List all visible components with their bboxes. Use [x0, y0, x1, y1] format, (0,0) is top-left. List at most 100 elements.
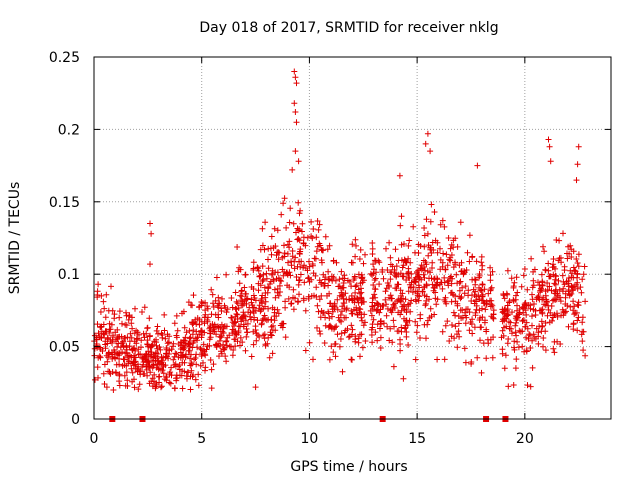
data-point	[443, 251, 450, 258]
data-point	[252, 384, 259, 391]
data-point	[522, 323, 529, 330]
data-point	[198, 318, 205, 325]
data-point	[99, 348, 106, 354]
data-point	[370, 316, 377, 323]
data-point	[508, 275, 515, 282]
data-point	[300, 240, 307, 246]
data-point	[265, 245, 272, 252]
data-point	[421, 232, 428, 239]
data-point	[362, 338, 369, 344]
data-point	[548, 287, 555, 294]
data-point	[322, 233, 329, 240]
data-point	[213, 274, 220, 281]
data-point	[411, 278, 418, 285]
data-point	[510, 283, 517, 290]
data-point	[348, 331, 355, 338]
data-point	[415, 297, 422, 304]
data-point	[187, 386, 194, 393]
data-point	[569, 270, 575, 277]
data-point	[483, 328, 490, 335]
data-point	[183, 351, 189, 358]
data-point	[206, 325, 213, 332]
data-point	[529, 322, 535, 329]
data-point	[371, 291, 378, 298]
data-point	[431, 276, 437, 283]
data-point	[240, 312, 247, 319]
data-point	[135, 386, 142, 393]
data-point	[550, 256, 557, 262]
data-point	[139, 309, 145, 315]
data-point	[574, 270, 581, 277]
data-point	[329, 306, 336, 313]
data-point	[505, 336, 512, 342]
data-point	[182, 334, 189, 341]
data-point	[384, 323, 391, 330]
data-point	[302, 347, 309, 354]
data-point	[313, 284, 320, 291]
data-point	[233, 298, 240, 305]
data-point	[286, 238, 293, 245]
data-point	[552, 276, 559, 283]
data-point	[202, 367, 208, 374]
data-point	[561, 309, 568, 316]
data-point	[285, 259, 291, 266]
data-point	[405, 255, 412, 262]
data-point	[545, 136, 552, 143]
data-point	[313, 248, 320, 255]
data-point	[212, 297, 219, 304]
data-point	[348, 322, 355, 329]
data-point	[408, 297, 415, 304]
data-point	[433, 301, 440, 308]
data-point	[278, 211, 285, 218]
data-point	[481, 286, 488, 293]
data-point	[119, 320, 125, 327]
data-point	[442, 266, 449, 273]
data-point	[485, 340, 492, 347]
data-point	[488, 313, 495, 320]
data-point	[358, 289, 365, 296]
data-point	[295, 158, 302, 165]
data-point	[249, 302, 256, 309]
data-point	[276, 249, 283, 256]
data-point	[296, 251, 303, 257]
data-point	[250, 259, 257, 266]
data-point	[483, 298, 490, 305]
data-point	[156, 344, 163, 351]
data-point	[551, 349, 558, 356]
data-point	[187, 355, 193, 362]
data-point	[564, 255, 571, 262]
data-point	[523, 334, 530, 341]
data-point	[500, 308, 507, 315]
data-point	[132, 305, 138, 312]
data-point	[217, 343, 224, 349]
data-point	[275, 256, 282, 263]
data-point	[362, 251, 368, 258]
data-point	[262, 298, 269, 305]
data-point	[501, 295, 508, 302]
data-point	[276, 282, 283, 289]
data-point	[170, 356, 177, 363]
data-point	[300, 234, 307, 241]
data-point	[261, 284, 268, 291]
data-point	[408, 279, 415, 286]
data-point	[373, 300, 380, 307]
data-point	[397, 270, 404, 277]
data-point	[482, 306, 489, 313]
data-point	[432, 289, 439, 296]
data-point	[316, 221, 323, 228]
x-tick-label: 0	[90, 431, 99, 447]
data-point	[420, 257, 427, 264]
data-point	[455, 320, 462, 327]
data-point	[146, 315, 153, 322]
data-point	[452, 312, 459, 319]
data-point	[547, 309, 554, 316]
x-tick-label: 20	[516, 431, 534, 447]
data-point	[145, 359, 152, 366]
data-point	[441, 356, 448, 363]
data-point	[467, 319, 474, 325]
data-point	[358, 274, 365, 281]
data-point	[551, 290, 558, 297]
data-point	[514, 338, 521, 345]
data-point	[235, 268, 242, 275]
data-point	[100, 321, 107, 328]
